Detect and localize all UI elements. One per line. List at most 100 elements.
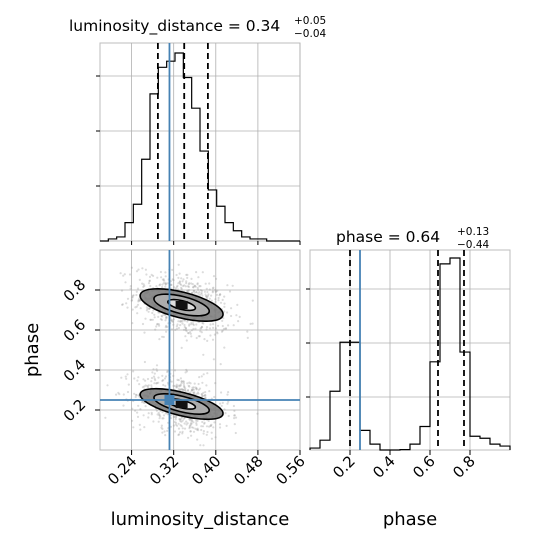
joint-sample-point xyxy=(177,282,180,285)
joint-sample-point xyxy=(151,318,154,321)
y-axis-label-phase: phase xyxy=(22,323,43,377)
joint-sample-point xyxy=(192,388,195,391)
joint-sample-point xyxy=(120,289,124,292)
joint-sample-point xyxy=(173,430,177,433)
joint-sample-point xyxy=(179,324,182,327)
joint-sample-point xyxy=(227,324,230,327)
joint-sample-point xyxy=(194,386,197,389)
joint-sample-point xyxy=(197,276,200,279)
joint-sample-point xyxy=(180,420,183,423)
joint-sample-point xyxy=(186,273,189,276)
joint-sample-point xyxy=(227,391,230,394)
joint-sample-point xyxy=(145,309,148,312)
joint-sample-point xyxy=(132,426,135,429)
joint-sample-point xyxy=(160,276,163,279)
joint-sample-point xyxy=(164,319,167,322)
joint-sample-point xyxy=(191,388,194,391)
joint-sample-point xyxy=(172,286,176,289)
joint-sample-point xyxy=(157,411,160,414)
joint-sample-point xyxy=(198,291,201,294)
joint-sample-point xyxy=(162,282,165,285)
joint-sample-point xyxy=(186,320,189,323)
joint-sample-point xyxy=(199,285,202,288)
joint-ytick-label: 0.4 xyxy=(60,356,90,386)
joint-sample-point xyxy=(202,432,205,435)
joint-sample-point xyxy=(204,293,207,296)
joint-sample-point xyxy=(152,420,155,423)
joint-sample-point xyxy=(200,425,203,428)
joint-sample-point xyxy=(121,303,124,306)
joint-sample-point xyxy=(188,324,191,327)
joint-sample-point xyxy=(157,381,160,384)
joint-sample-point xyxy=(141,282,144,285)
joint-sample-point xyxy=(205,425,209,428)
joint-sample-point xyxy=(126,297,130,300)
joint-sample-point xyxy=(200,393,203,396)
joint-sample-point xyxy=(198,387,202,390)
joint-sample-point xyxy=(214,300,217,304)
joint-sample-point xyxy=(155,364,159,367)
joint-sample-point xyxy=(212,275,216,278)
joint-sample-point xyxy=(183,325,186,329)
joint-sample-point xyxy=(164,375,168,378)
joint-sample-point xyxy=(180,425,183,428)
joint-sample-point xyxy=(234,416,238,419)
joint-sample-point xyxy=(180,283,183,286)
joint-sample-point xyxy=(150,380,153,383)
joint-sample-point xyxy=(219,363,222,366)
joint-sample-point xyxy=(150,386,153,389)
joint-sample-point xyxy=(187,290,190,293)
joint-sample-point xyxy=(166,282,169,285)
joint-sample-point xyxy=(172,318,175,321)
joint-sample-point xyxy=(179,389,182,392)
joint-sample-point xyxy=(131,322,134,325)
joint-sample-point xyxy=(196,438,199,441)
joint-sample-point xyxy=(215,277,218,280)
joint-sample-point xyxy=(122,393,125,396)
joint-sample-point xyxy=(180,319,183,322)
joint-sample-point xyxy=(190,321,193,324)
joint-sample-point xyxy=(175,385,178,389)
joint-sample-point xyxy=(130,299,133,302)
joint-sample-point xyxy=(191,419,194,422)
joint-sample-point xyxy=(221,329,224,332)
joint-sample-point xyxy=(161,286,164,289)
joint-sample-point xyxy=(201,394,204,398)
joint-sample-point xyxy=(136,312,139,315)
joint-sample-point xyxy=(178,433,181,436)
joint-sample-point xyxy=(188,385,191,388)
joint-sample-point xyxy=(181,320,184,323)
joint-sample-point xyxy=(202,322,205,325)
joint-sample-point xyxy=(199,330,202,333)
joint-sample-point xyxy=(172,384,175,387)
joint-sample-point xyxy=(153,382,156,385)
joint-sample-point xyxy=(125,302,128,305)
joint-sample-point xyxy=(162,313,165,316)
joint-sample-point xyxy=(214,436,217,439)
joint-sample-point xyxy=(236,303,239,306)
joint-sample-point xyxy=(198,335,201,338)
joint-sample-point xyxy=(181,427,184,430)
joint-sample-point xyxy=(126,306,129,309)
joint-sample-point xyxy=(186,285,189,288)
joint-sample-point xyxy=(155,409,158,412)
joint-sample-point xyxy=(204,394,207,397)
joint-sample-point xyxy=(226,284,229,287)
joint-sample-point xyxy=(166,370,169,374)
joint-sample-point xyxy=(204,394,207,397)
joint-sample-point xyxy=(200,428,203,432)
joint-sample-point xyxy=(227,400,230,403)
joint-sample-point xyxy=(211,291,214,294)
joint-sample-point xyxy=(195,419,198,422)
joint-sample-point xyxy=(182,284,185,288)
ld-title-sub: −0.04 xyxy=(294,28,326,40)
joint-sample-point xyxy=(205,433,208,436)
joint-sample-point xyxy=(162,414,166,417)
joint-sample-point xyxy=(146,377,150,381)
joint-frame xyxy=(99,249,301,451)
joint-sample-point xyxy=(179,384,182,387)
joint-sample-point xyxy=(209,424,212,427)
joint-sample-point xyxy=(171,268,174,271)
joint-sample-point xyxy=(162,278,165,281)
joint-sample-point xyxy=(196,419,199,422)
